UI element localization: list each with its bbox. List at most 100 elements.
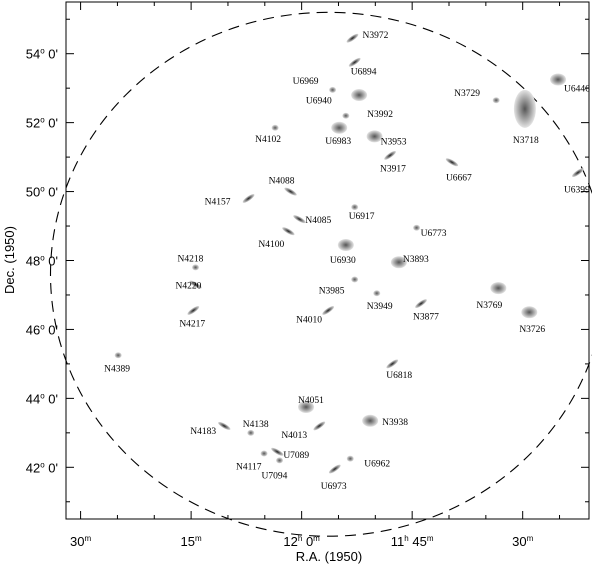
galaxy-label: N3972 [362,31,388,41]
galaxy-mark [342,112,350,119]
galaxy-mark [521,306,538,319]
x-tick-labels: 30m 15m 12h 0m 11h 45m 30m [70,534,534,549]
x-axis-title: R.A. (1950) [296,549,362,564]
galaxy-mark [346,33,359,43]
galaxy-mark [322,306,335,315]
y-tick-label: 46o 0' [26,322,58,337]
y-tick-label: 44o 0' [26,391,58,406]
galaxy-label: U6894 [351,67,377,77]
galaxy-label: N4088 [269,177,295,187]
galaxy-label: N4138 [243,420,269,430]
galaxy-label: N4218 [178,254,204,264]
galaxy-mark [390,256,407,269]
galaxy-mark [373,290,381,297]
galaxy-mark [415,299,427,308]
survey-circle-layer [50,11,592,537]
galaxy-label: N3769 [476,301,502,311]
galaxy-label: N4157 [205,197,231,207]
y-tick-label: 42o 0' [26,460,58,475]
galaxy-mark [572,168,584,178]
galaxy-label: N3726 [519,325,545,335]
galaxy-label: N4051 [298,396,324,406]
galaxy-label: N3985 [319,286,345,296]
galaxy-mark [346,455,354,462]
y-tick-label: 52o 0' [26,116,58,131]
galaxy-mark [192,264,200,271]
galaxy-label: U7094 [262,471,288,481]
axis-ticks [66,2,589,519]
galaxy-label: N4389 [104,364,130,374]
galaxy-label: N4100 [258,240,284,250]
galaxy-label: N3949 [367,302,393,312]
galaxy-mark [328,464,341,474]
galaxy-label: U6969 [293,77,319,87]
galaxy-label: U6818 [386,371,412,381]
galaxy-label: N4102 [255,135,281,145]
galaxy-label: U6962 [364,460,390,470]
galaxy-label: N4010 [296,315,322,325]
galaxy-mark [271,124,279,131]
galaxy-mark [490,282,507,295]
galaxy-label: N4183 [190,427,216,437]
y-axis-title: Dec. (1950) [2,226,17,294]
galaxy-label: N3729 [454,89,480,99]
galaxy-mark [242,194,255,203]
galaxy-label: N4117 [236,463,262,473]
y-tick-label: 54o 0' [26,47,58,62]
galaxy-mark [386,359,399,369]
galaxy-mark [298,400,315,413]
galaxy-label: N3893 [403,255,429,265]
galaxy-label: N3992 [367,110,393,120]
galaxy-label: U6399 [564,186,590,196]
galaxy-mark [329,86,337,93]
x-tick-label: 30m [70,534,91,549]
galaxy-label: U7089 [283,451,309,461]
galaxy-label: U6446 [564,85,590,95]
survey-circle [50,11,592,537]
galaxy-label: N3917 [380,164,406,174]
galaxy-mark [218,421,231,430]
galaxy-mark [313,421,326,431]
x-tick-label: 12h 0m [283,534,320,549]
galaxy-mark [284,187,297,196]
galaxy-mark [282,227,295,236]
y-tick-labels: 54o 0' 52o 0' 50o 0' 48o 0' 46o 0' 44o 0' 42o … [26,47,58,476]
galaxy-mark [271,447,284,456]
galaxy-mark [351,204,359,211]
galaxy-mark [189,280,202,289]
galaxy-label: N4013 [281,431,307,441]
galaxy-mark [348,57,361,67]
galaxy-label: U6983 [325,137,351,147]
galaxy-label: N4220 [176,282,202,292]
x-tick-label: 30m [512,534,533,549]
galaxy-mark [187,306,200,315]
galaxy-mark [260,450,268,457]
y-tick-label: 48o 0' [26,254,58,269]
x-tick-label: 11h 45m [391,534,434,549]
galaxy-mark [384,150,396,160]
galaxy-mark [413,224,421,231]
galaxy-mark [550,73,567,86]
galaxy-mark [114,352,122,359]
galaxy-label: U6940 [306,97,332,107]
galaxy-mark [247,429,255,436]
galaxy-mark [366,130,383,143]
galaxy-mark [351,276,359,283]
galaxy-mark [445,158,459,167]
galaxy-label: N4217 [179,319,205,329]
galaxy-label: U6667 [446,173,472,183]
galaxy-mark [337,238,354,251]
galaxy-mark [351,89,368,102]
galaxy-mark [331,121,348,134]
galaxy-label: U6930 [330,256,356,266]
galaxy-label: N3953 [381,137,407,147]
galaxy-mark [276,457,284,464]
x-tick-label: 15m [181,534,202,549]
galaxy-label: U6973 [321,482,347,492]
plot-frame [65,1,590,520]
galaxy-label: N3938 [382,418,408,428]
galaxy-label: U6773 [421,229,447,239]
galaxy-layer: N3972 U6894 U6969 N3992 N3729 U6446 N3718 U6940… [104,31,590,492]
galaxy-label: N3718 [513,136,539,146]
